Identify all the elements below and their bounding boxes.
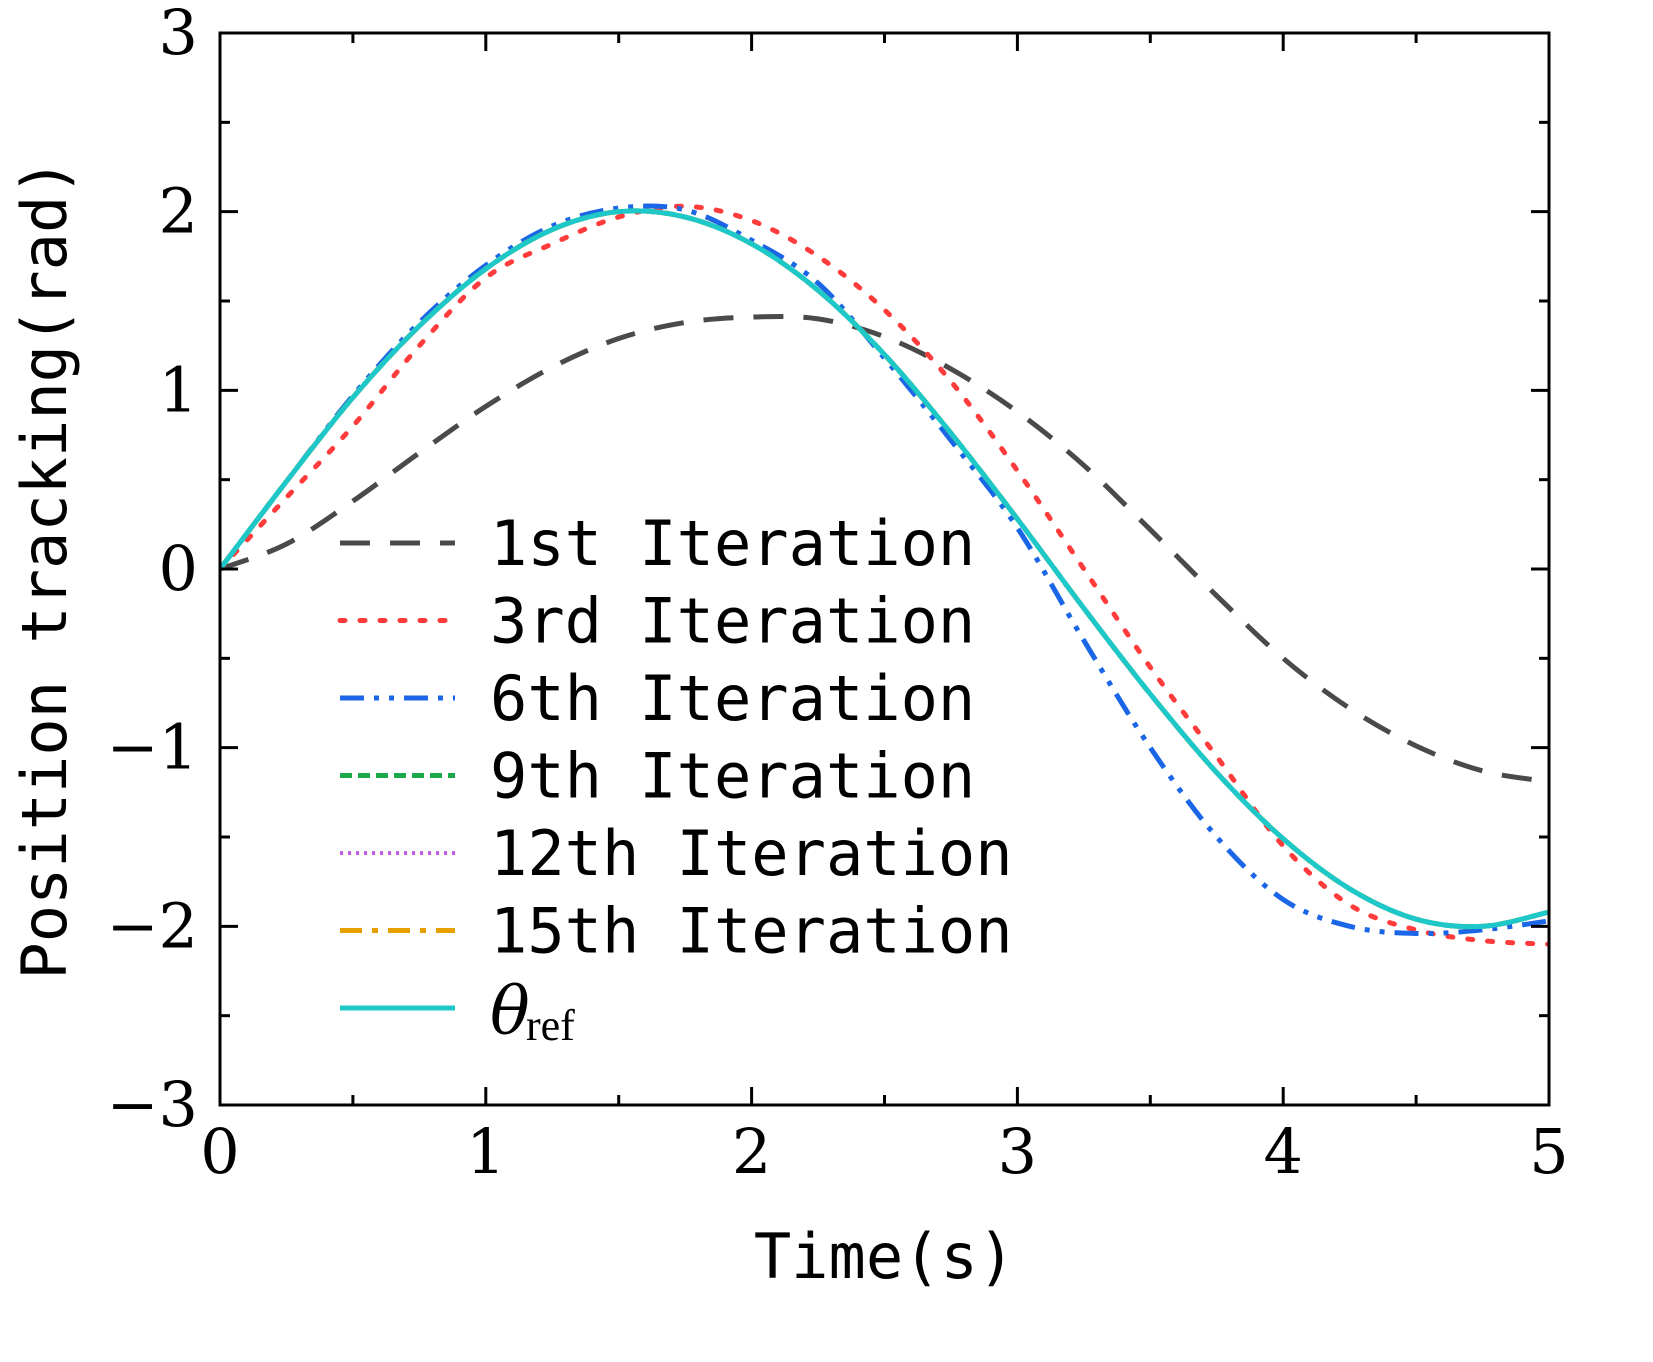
series-line-3 bbox=[220, 203, 1549, 937]
x-tick-label: 1 bbox=[466, 1115, 505, 1188]
legend-label-2: 3rd Iteration bbox=[490, 585, 975, 658]
y-tick-label: −3 bbox=[107, 1068, 198, 1141]
x-tick-label: 5 bbox=[1529, 1115, 1568, 1188]
series-line-7 bbox=[220, 208, 1549, 930]
legend-label-symbol: θ bbox=[490, 973, 530, 1050]
x-tick-label: 0 bbox=[200, 1115, 239, 1188]
y-axis-title: Position tracking(rad) bbox=[8, 158, 81, 979]
legend-label-3: 6th Iteration bbox=[490, 662, 975, 735]
y-tick-label: −1 bbox=[107, 711, 198, 784]
y-tick-label: 0 bbox=[159, 532, 198, 605]
x-axis-title: Time(s) bbox=[754, 1220, 1015, 1293]
legend-label-1: 1st Iteration bbox=[490, 507, 975, 580]
x-tick-label: 2 bbox=[732, 1115, 771, 1188]
y-tick-label: 2 bbox=[159, 175, 198, 248]
y-tick-label: 1 bbox=[159, 353, 198, 426]
legend-label-5: 12th Iteration bbox=[490, 817, 1013, 890]
plot-lines bbox=[220, 203, 1549, 947]
legend-label-6: 15th Iteration bbox=[490, 895, 1013, 968]
x-tick-label: 4 bbox=[1263, 1115, 1302, 1188]
x-tick-label: 3 bbox=[998, 1115, 1037, 1188]
legend-label-subscript: ref bbox=[526, 1001, 575, 1050]
y-tick-label: −2 bbox=[107, 889, 198, 962]
axis-layer: 0 1 2 3 4 5 −3 −2 −1 0 1 2 3 bbox=[107, 0, 1569, 1188]
y-tick-label: 3 bbox=[159, 0, 198, 69]
legend-label-4: 9th Iteration bbox=[490, 740, 975, 813]
series-line-1 bbox=[220, 313, 1549, 785]
